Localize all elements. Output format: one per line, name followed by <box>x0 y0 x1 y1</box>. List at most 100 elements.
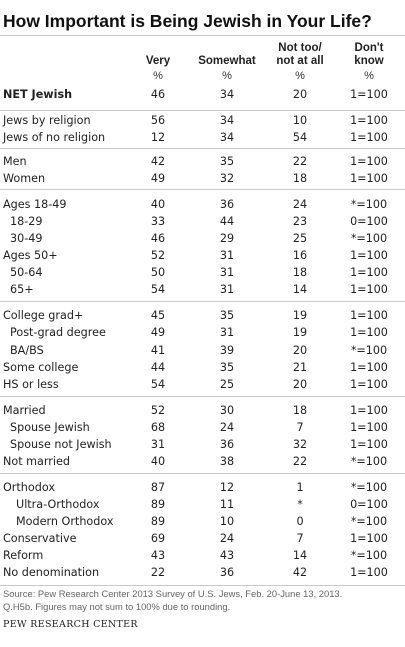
cell-dont-know: 1=100 <box>350 155 388 168</box>
cell-dont-know: 1=100 <box>350 326 388 339</box>
cell-somewhat: 34 <box>219 88 235 101</box>
column-header-very: Very <box>145 55 171 67</box>
cell-somewhat: 25 <box>219 378 235 391</box>
cell-dont-know: *=100 <box>350 515 388 528</box>
source-line: Source: Pew Research Center 2013 Survey … <box>3 588 343 599</box>
cell-not-too-not-at-all: 20 <box>292 344 308 357</box>
cell-very: 40 <box>150 198 166 211</box>
cell-dont-know: *=100 <box>350 481 388 494</box>
cell-somewhat: 35 <box>219 361 235 374</box>
cell-not-too-not-at-all: 19 <box>292 309 308 322</box>
row-label: NET Jewish <box>3 88 73 101</box>
column-header-dont: Don't <box>354 42 384 54</box>
cell-very: 89 <box>150 498 166 511</box>
cell-somewhat: 36 <box>219 438 235 451</box>
cell-not-too-not-at-all: 0 <box>296 515 304 528</box>
cell-somewhat: 11 <box>219 498 235 511</box>
cell-not-too-not-at-all: 19 <box>292 326 308 339</box>
cell-somewhat: 31 <box>219 249 235 262</box>
cell-very: 46 <box>150 88 166 101</box>
cell-somewhat: 12 <box>219 481 235 494</box>
cell-very: 52 <box>150 404 166 417</box>
cell-somewhat: 29 <box>219 232 235 245</box>
column-header-not-at-all: not at all <box>276 55 324 67</box>
cell-not-too-not-at-all: 7 <box>296 421 304 434</box>
cell-very: 46 <box>150 232 166 245</box>
column-header-know: know <box>354 55 384 67</box>
row-label: Not married <box>3 455 71 468</box>
source-note: Source: Pew Research Center 2013 Survey … <box>3 588 403 613</box>
row-label: 18-29 <box>10 215 43 228</box>
cell-dont-know: 0=100 <box>350 498 388 511</box>
row-label: 30-49 <box>10 232 43 245</box>
row-label: Ages 18-49 <box>3 198 67 211</box>
row-divider <box>0 396 405 397</box>
cell-very: 50 <box>150 266 166 279</box>
cell-not-too-not-at-all: 22 <box>292 455 308 468</box>
cell-not-too-not-at-all: 54 <box>292 131 308 144</box>
cell-dont-know: 1=100 <box>350 309 388 322</box>
cell-very: 42 <box>150 155 166 168</box>
cell-somewhat: 24 <box>219 421 235 434</box>
table-row: Ultra-Orthodox 89 11 * 0=100 <box>0 496 405 513</box>
cell-very: 54 <box>150 283 166 296</box>
cell-somewhat: 10 <box>219 515 235 528</box>
cell-not-too-not-at-all: 25 <box>292 232 308 245</box>
row-label: No denomination <box>3 566 100 579</box>
table-row: NET Jewish 46 34 20 1=100 <box>0 86 405 103</box>
cell-dont-know: *=100 <box>350 344 388 357</box>
table-row: Ages 18-49 40 36 24 *=100 <box>0 196 405 213</box>
table-row: BA/BS 41 39 20 *=100 <box>0 342 405 359</box>
column-unit-very: % <box>153 70 163 82</box>
row-label: Men <box>3 155 27 168</box>
cell-very: 45 <box>150 309 166 322</box>
table-row: Not married 40 38 22 *=100 <box>0 453 405 470</box>
cell-not-too-not-at-all: 24 <box>292 198 308 211</box>
row-divider <box>0 585 405 586</box>
cell-somewhat: 38 <box>219 455 235 468</box>
cell-dont-know: 1=100 <box>350 249 388 262</box>
table-row: Married 52 30 18 1=100 <box>0 402 405 419</box>
cell-somewhat: 36 <box>219 566 235 579</box>
cell-dont-know: 1=100 <box>350 114 388 127</box>
column-header-not-too: Not too/ <box>278 42 322 54</box>
cell-somewhat: 30 <box>219 404 235 417</box>
cell-dont-know: 0=100 <box>350 215 388 228</box>
cell-very: 33 <box>150 215 166 228</box>
table-row: Spouse Jewish 68 24 7 1=100 <box>0 419 405 436</box>
cell-not-too-not-at-all: 20 <box>292 88 308 101</box>
cell-very: 44 <box>150 361 166 374</box>
row-label: 65+ <box>10 283 34 296</box>
cell-somewhat: 31 <box>219 326 235 339</box>
table-row: 30-49 46 29 25 *=100 <box>0 230 405 247</box>
cell-not-too-not-at-all: 14 <box>292 283 308 296</box>
cell-not-too-not-at-all: 21 <box>292 361 308 374</box>
column-header-somewhat: Somewhat <box>198 55 256 67</box>
cell-dont-know: 1=100 <box>350 131 388 144</box>
cell-not-too-not-at-all: 18 <box>292 172 308 185</box>
cell-very: 68 <box>150 421 166 434</box>
row-label: Women <box>3 172 46 185</box>
cell-very: 49 <box>150 172 166 185</box>
table-row: 18-29 33 44 23 0=100 <box>0 213 405 230</box>
table-row: 50-64 50 31 18 1=100 <box>0 264 405 281</box>
cell-somewhat: 35 <box>219 309 235 322</box>
cell-dont-know: *=100 <box>350 232 388 245</box>
cell-dont-know: 1=100 <box>350 283 388 296</box>
cell-somewhat: 31 <box>219 266 235 279</box>
cell-somewhat: 43 <box>219 549 235 562</box>
row-label: Conservative <box>3 532 77 545</box>
table-row: Ages 50+ 52 31 16 1=100 <box>0 247 405 264</box>
row-label: Jews of no religion <box>3 131 106 144</box>
cell-dont-know: 1=100 <box>350 88 388 101</box>
cell-somewhat: 34 <box>219 114 235 127</box>
column-unit-somewhat: % <box>222 70 232 82</box>
cell-not-too-not-at-all: 10 <box>292 114 308 127</box>
cell-not-too-not-at-all: 32 <box>292 438 308 451</box>
cell-dont-know: 1=100 <box>350 378 388 391</box>
row-divider <box>0 473 405 474</box>
cell-not-too-not-at-all: 23 <box>292 215 308 228</box>
cell-very: 69 <box>150 532 166 545</box>
cell-very: 12 <box>150 131 166 144</box>
table-row: Some college 44 35 21 1=100 <box>0 359 405 376</box>
